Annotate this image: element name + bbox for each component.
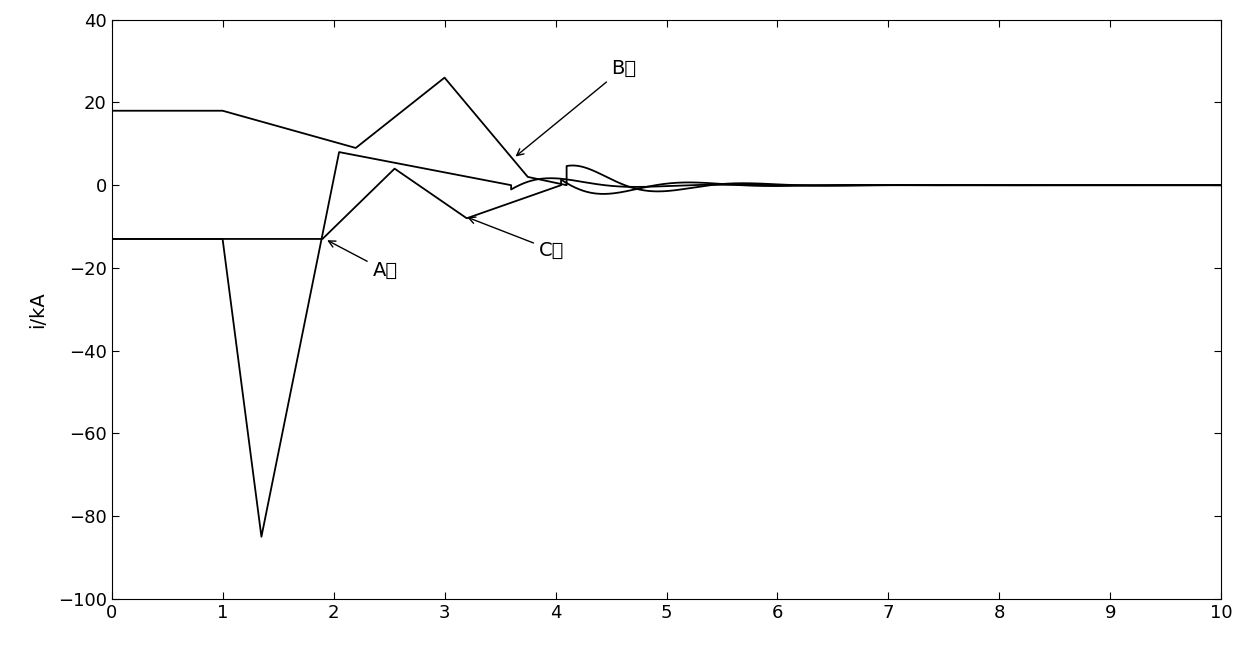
Text: A相: A相 — [329, 241, 398, 280]
Text: C相: C相 — [469, 217, 564, 259]
Y-axis label: i/kA: i/kA — [27, 291, 47, 328]
Text: B相: B相 — [517, 59, 636, 155]
